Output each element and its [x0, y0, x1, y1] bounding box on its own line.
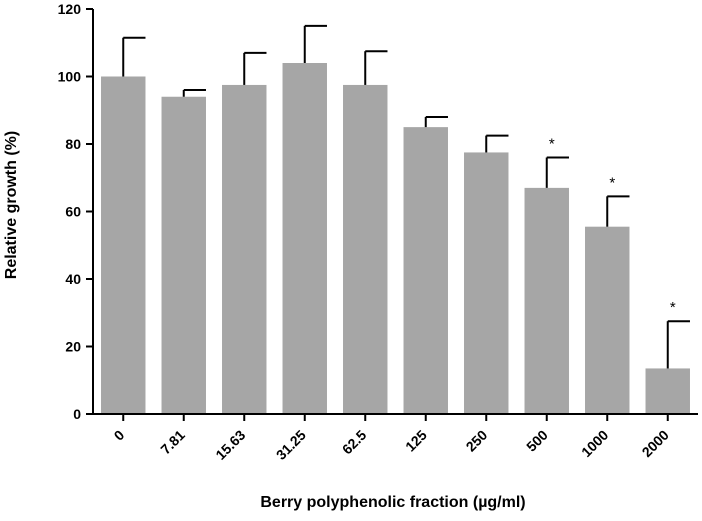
- bar: [222, 84, 267, 414]
- bar: [585, 226, 630, 414]
- y-tick-label: 20: [65, 339, 81, 355]
- significance-mark: *: [670, 299, 676, 316]
- y-tick-label: 60: [65, 204, 81, 220]
- significance-marks: * * *: [549, 136, 676, 317]
- x-axis-ticks: 0 7.81 15.63 31.25 62.5 125 250 500 1000 2000: [111, 414, 672, 463]
- y-tick-label: 80: [65, 136, 81, 152]
- bar: [403, 127, 448, 414]
- bar: [524, 187, 569, 414]
- bar: [282, 63, 327, 414]
- bar: [101, 76, 146, 414]
- bar: [464, 152, 509, 414]
- y-axis-label: Relative growth (%): [3, 131, 20, 279]
- error-bars: [122, 24, 690, 369]
- bar: [343, 84, 388, 414]
- significance-mark: *: [609, 174, 615, 191]
- x-tick-label: 31.25: [273, 427, 309, 463]
- x-axis-label: Berry polyphenolic fraction (µg/ml): [260, 494, 525, 511]
- bar: [645, 368, 690, 414]
- x-tick-label: 250: [463, 427, 491, 455]
- x-tick-label: 0: [111, 427, 128, 444]
- x-tick-label: 7.81: [157, 427, 188, 458]
- x-tick-label: 1000: [578, 427, 611, 460]
- significance-mark: *: [549, 136, 555, 153]
- x-tick-label: 125: [402, 427, 430, 455]
- x-tick-label: 15.63: [212, 427, 248, 463]
- y-axis-ticks: 0 20 40 60 80 100 120: [58, 1, 93, 422]
- y-tick-label: 40: [65, 271, 81, 287]
- y-tick-label: 0: [73, 406, 81, 422]
- bar: [161, 96, 206, 414]
- bars: [101, 63, 690, 414]
- y-tick-label: 100: [58, 69, 82, 85]
- y-tick-label: 120: [58, 1, 82, 17]
- x-tick-label: 2000: [639, 427, 672, 460]
- x-tick-label: 500: [523, 427, 551, 455]
- x-tick-label: 62.5: [339, 427, 370, 458]
